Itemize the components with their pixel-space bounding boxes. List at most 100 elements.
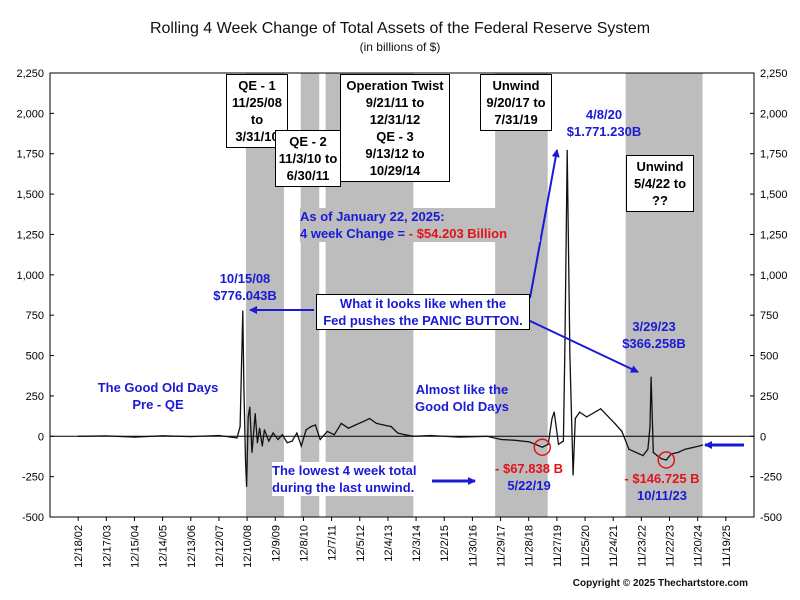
data-point: [326, 430, 328, 433]
data-point: [300, 445, 302, 447]
peak-2008-date: 10/15/08: [219, 271, 271, 286]
panic-line1: What it looks like when the: [339, 296, 507, 311]
data-point: [541, 446, 543, 448]
asof-line2: 4 week Change = - $54.203 Billion: [300, 225, 540, 242]
y-tick-label-left: 250: [26, 391, 44, 403]
chart-subtitle: (in billions of $): [359, 40, 441, 54]
data-point: [382, 424, 385, 426]
data-point: [256, 442, 259, 444]
peak-2020-value: $1.771.230B: [566, 124, 642, 139]
data-point: [261, 445, 263, 447]
data-point: [272, 432, 274, 434]
y-tick-label-left: 1,500: [16, 189, 44, 201]
x-tick-label: 11/29/17: [496, 525, 508, 567]
data-point: [579, 411, 581, 413]
y-tick-label-left: 1,750: [16, 149, 44, 161]
y-tick-label-right: 1,000: [760, 270, 788, 282]
data-point: [656, 455, 658, 457]
asof-line1: As of January 22, 2025:: [300, 209, 445, 224]
x-tick-label: 11/24/21: [608, 525, 620, 567]
low-2023-value: - $146.725 B: [624, 471, 700, 486]
lowest-line1: The lowest 4 week total: [272, 463, 417, 478]
data-point: [77, 435, 79, 437]
data-point: [236, 437, 238, 439]
data-point: [614, 422, 616, 424]
y-tick-label-left: 750: [26, 310, 44, 322]
x-tick-label: 11/20/24: [693, 525, 705, 567]
data-point: [691, 446, 693, 449]
x-tick-label: 12/4/13: [383, 525, 395, 562]
peak-2023-annotation: 3/29/23 $366.258B: [604, 318, 704, 352]
unwind1-start: 9/20/17 to: [486, 95, 546, 110]
chart-title: Rolling 4 Week Change of Total Assets of…: [149, 20, 651, 37]
data-point: [190, 435, 192, 438]
x-tick-label: 11/25/20: [580, 525, 592, 567]
data-point: [277, 438, 279, 441]
peak-2020-date: 4/8/20: [585, 107, 623, 122]
lowest-annotation: The lowest 4 week total during the last …: [272, 462, 432, 496]
y-tick-label-right: 250: [760, 391, 778, 403]
data-point: [486, 435, 488, 437]
data-point: [105, 435, 107, 437]
y-tick-label-left: -250: [22, 472, 44, 484]
x-tick-label: 11/22/23: [665, 525, 677, 567]
almost-line2: Good Old Days: [415, 399, 509, 414]
x-tick-label: 12/9/09: [270, 525, 282, 562]
data-point: [652, 451, 654, 454]
y-tick-label-right: 500: [760, 351, 778, 363]
data-point: [251, 451, 253, 454]
data-point: [665, 459, 667, 461]
x-tick-label: 11/28/18: [524, 525, 536, 567]
y-tick-label-left: -500: [22, 512, 44, 524]
data-point: [551, 417, 553, 420]
data-point: [281, 434, 283, 436]
y-tick-label-right: 2,250: [760, 68, 788, 80]
data-point: [412, 435, 414, 437]
y-tick-label-right: 1,250: [760, 229, 788, 241]
plot-frame: [49, 72, 755, 518]
data-point: [245, 485, 248, 487]
data-point: [404, 434, 406, 436]
data-point: [390, 425, 392, 428]
data-point: [305, 429, 307, 431]
data-point: [564, 338, 566, 340]
data-point: [684, 448, 686, 450]
qe1-start: 11/25/08 to: [232, 95, 282, 127]
x-tick-label: 12/7/11: [327, 525, 339, 561]
x-tick-label: 11/19/25: [721, 525, 733, 567]
unwind2-box: Unwind 5/4/22 to ??: [626, 155, 694, 212]
x-tick-label: 12/14/05: [158, 525, 170, 568]
twist-start: 9/21/11 to: [365, 95, 425, 110]
qe3-start: 9/13/12 to: [365, 146, 425, 161]
data-point: [239, 425, 241, 428]
data-point: [621, 430, 623, 433]
low-2019-date: 5/22/19: [507, 478, 551, 493]
data-point: [218, 434, 220, 437]
data-point: [661, 458, 663, 460]
peak-2008-value: $776.043B: [213, 288, 277, 303]
panic-annotation: What it looks like when the Fed pushes t…: [316, 294, 530, 330]
y-tick-label-left: 2,000: [16, 108, 44, 120]
unwind2-label: Unwind: [636, 159, 684, 174]
almost-annotation: Almost like the Good Old Days: [410, 381, 514, 415]
data-point: [243, 387, 245, 389]
data-point: [133, 436, 136, 438]
y-tick-label-left: 500: [26, 351, 44, 363]
data-point: [333, 434, 335, 436]
asof-line2-value: - $54.203 Billion: [405, 226, 508, 241]
x-tick-label: 11/30/16: [467, 525, 479, 567]
x-tick-label: 12/12/07: [214, 525, 226, 568]
data-point: [557, 443, 560, 445]
data-point: [500, 438, 502, 441]
data-point: [430, 434, 432, 437]
data-point: [247, 416, 249, 418]
twist-box: Operation Twist 9/21/11 to 12/31/12 QE -…: [340, 74, 450, 182]
lowest-line2: during the last unwind.: [272, 480, 415, 495]
qe1-label: QE - 1: [238, 78, 276, 93]
unwind1-box: Unwind 9/20/17 to 7/31/19: [480, 74, 552, 131]
good-old-line1: The Good Old Days: [97, 380, 219, 395]
x-tick-label: 11/23/22: [636, 525, 648, 567]
data-point: [528, 441, 530, 443]
data-point: [635, 451, 637, 454]
